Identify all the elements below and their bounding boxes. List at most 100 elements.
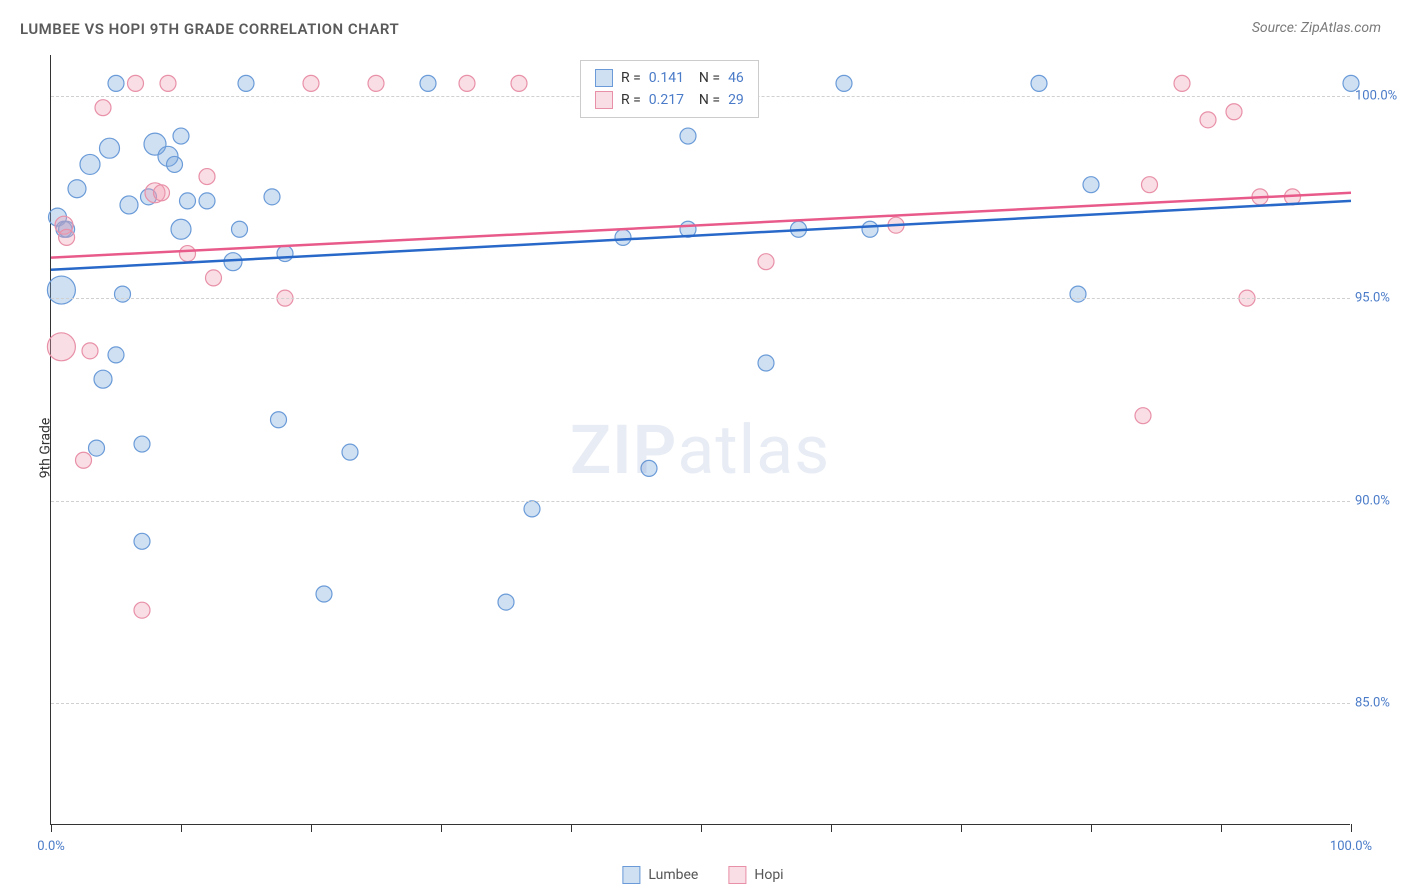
y-tick-label: 90.0%	[1355, 493, 1406, 508]
scatter-point	[199, 193, 215, 209]
scatter-point	[167, 156, 183, 172]
series-legend-label: Lumbee	[648, 867, 698, 883]
chart-title: LUMBEE VS HOPI 9TH GRADE CORRELATION CHA…	[20, 20, 399, 38]
y-tick-label: 95.0%	[1355, 291, 1406, 306]
scatter-point	[232, 221, 248, 237]
chart-svg	[51, 55, 1351, 825]
scatter-point	[47, 276, 75, 304]
x-tick	[961, 824, 962, 832]
scatter-point	[758, 355, 774, 371]
scatter-point	[128, 75, 144, 91]
legend-swatch	[595, 69, 613, 87]
scatter-point	[1200, 112, 1216, 128]
scatter-point	[171, 219, 191, 239]
x-tick-label: 0.0%	[37, 839, 65, 854]
scatter-point	[94, 370, 112, 388]
scatter-point	[862, 221, 878, 237]
scatter-point	[264, 189, 280, 205]
correlation-legend: R = 0.141 N = 46R = 0.217 N = 29	[580, 60, 759, 118]
scatter-point	[82, 343, 98, 359]
scatter-point	[173, 128, 189, 144]
grid-line	[51, 298, 1350, 299]
scatter-point	[1135, 408, 1151, 424]
scatter-point	[180, 246, 196, 262]
scatter-point	[59, 229, 75, 245]
scatter-point	[160, 75, 176, 91]
scatter-point	[758, 254, 774, 270]
x-tick	[311, 824, 312, 832]
legend-n-label: N =	[692, 92, 720, 108]
scatter-point	[108, 75, 124, 91]
scatter-point	[76, 452, 92, 468]
scatter-point	[303, 75, 319, 91]
scatter-point	[68, 180, 86, 198]
legend-row: R = 0.141 N = 46	[595, 67, 744, 89]
scatter-point	[89, 440, 105, 456]
x-tick	[441, 824, 442, 832]
grid-line	[51, 703, 1350, 704]
scatter-point	[511, 75, 527, 91]
series-legend-item: Hopi	[728, 866, 783, 884]
legend-n-value: 29	[728, 92, 744, 108]
x-tick	[1221, 824, 1222, 832]
x-tick	[1351, 824, 1352, 832]
x-tick	[51, 824, 52, 832]
scatter-point	[47, 333, 75, 361]
legend-swatch	[622, 866, 640, 884]
legend-swatch	[595, 91, 613, 109]
scatter-point	[524, 501, 540, 517]
source-text: Source: ZipAtlas.com	[1252, 20, 1381, 36]
scatter-point	[459, 75, 475, 91]
scatter-point	[1070, 286, 1086, 302]
scatter-point	[115, 286, 131, 302]
series-legend: Lumbee Hopi	[622, 866, 783, 884]
scatter-point	[641, 460, 657, 476]
scatter-point	[100, 138, 120, 158]
legend-r-label: R =	[621, 92, 641, 108]
legend-n-label: N =	[692, 70, 720, 86]
scatter-point	[1174, 75, 1190, 91]
x-tick	[1091, 824, 1092, 832]
x-tick	[701, 824, 702, 832]
legend-r-value: 0.217	[649, 92, 684, 108]
legend-swatch	[728, 866, 746, 884]
scatter-point	[1031, 75, 1047, 91]
legend-n-value: 46	[728, 70, 744, 86]
scatter-point	[836, 75, 852, 91]
scatter-point	[134, 602, 150, 618]
series-legend-item: Lumbee	[622, 866, 698, 884]
scatter-point	[271, 412, 287, 428]
scatter-point	[680, 128, 696, 144]
scatter-point	[120, 196, 138, 214]
scatter-point	[95, 100, 111, 116]
scatter-point	[1083, 177, 1099, 193]
scatter-point	[316, 586, 332, 602]
scatter-point	[615, 229, 631, 245]
legend-r-value: 0.141	[649, 70, 684, 86]
scatter-point	[199, 169, 215, 185]
series-legend-label: Hopi	[754, 867, 783, 883]
scatter-point	[1142, 177, 1158, 193]
scatter-point	[134, 436, 150, 452]
scatter-point	[342, 444, 358, 460]
legend-row: R = 0.217 N = 29	[595, 89, 744, 111]
y-tick-label: 85.0%	[1355, 696, 1406, 711]
scatter-point	[368, 75, 384, 91]
y-tick-label: 100.0%	[1355, 88, 1406, 103]
scatter-point	[420, 75, 436, 91]
scatter-point	[1226, 104, 1242, 120]
scatter-point	[206, 270, 222, 286]
x-tick	[181, 824, 182, 832]
plot-area: 85.0%90.0%95.0%100.0%0.0%100.0%	[50, 55, 1350, 825]
scatter-point	[108, 347, 124, 363]
legend-r-label: R =	[621, 70, 641, 86]
x-tick-label: 100.0%	[1330, 839, 1372, 854]
x-tick	[831, 824, 832, 832]
regression-line	[51, 201, 1351, 270]
scatter-point	[277, 246, 293, 262]
scatter-point	[238, 75, 254, 91]
scatter-point	[498, 594, 514, 610]
scatter-point	[180, 193, 196, 209]
x-tick	[571, 824, 572, 832]
scatter-point	[80, 154, 100, 174]
